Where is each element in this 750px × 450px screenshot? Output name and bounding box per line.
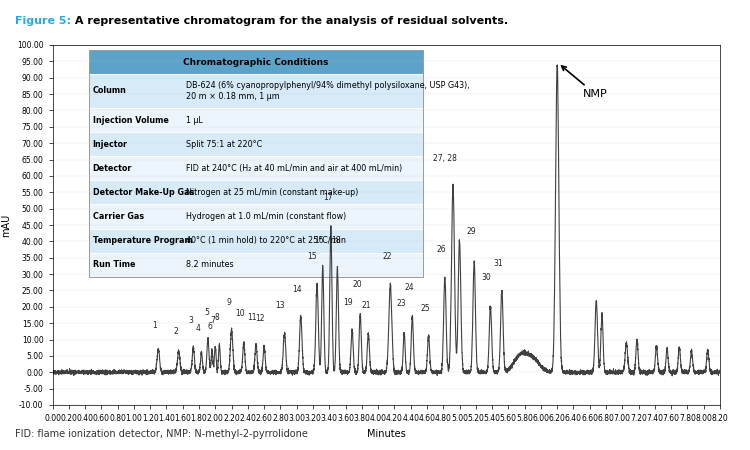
Text: 18: 18	[331, 236, 340, 245]
Text: 1: 1	[152, 321, 157, 330]
FancyBboxPatch shape	[89, 180, 423, 204]
FancyBboxPatch shape	[89, 253, 423, 277]
Text: 17: 17	[322, 193, 332, 202]
FancyBboxPatch shape	[89, 156, 423, 180]
Text: FID at 240°C (H₂ at 40 mL/min and air at 400 mL/min): FID at 240°C (H₂ at 40 mL/min and air at…	[186, 164, 402, 173]
Text: Injection Volume: Injection Volume	[92, 116, 169, 125]
Text: Detector Make-Up Gas: Detector Make-Up Gas	[92, 188, 194, 197]
FancyBboxPatch shape	[89, 229, 423, 253]
Text: Nitrogen at 25 mL/min (constant make-up): Nitrogen at 25 mL/min (constant make-up)	[186, 188, 358, 197]
Text: 20: 20	[352, 280, 362, 289]
Text: 2: 2	[174, 327, 178, 336]
Text: 31: 31	[494, 259, 503, 268]
Text: 26: 26	[436, 245, 446, 254]
Text: Run Time: Run Time	[92, 260, 135, 269]
Text: Carrier Gas: Carrier Gas	[92, 212, 144, 221]
Text: FID: flame ionization detector, NMP: N-methyl-2-pyrrolidone: FID: flame ionization detector, NMP: N-m…	[15, 429, 307, 439]
Text: 9: 9	[226, 298, 232, 307]
X-axis label: Minutes: Minutes	[367, 428, 406, 439]
Text: NMP: NMP	[562, 66, 608, 99]
Text: 16: 16	[314, 236, 323, 245]
Text: Chromatographic Conditions: Chromatographic Conditions	[183, 58, 328, 67]
Text: Injector: Injector	[92, 140, 128, 148]
Text: Figure 5:: Figure 5:	[15, 16, 71, 26]
Text: 29: 29	[466, 227, 476, 236]
Text: 13: 13	[275, 301, 285, 310]
Text: 19: 19	[344, 298, 352, 307]
FancyBboxPatch shape	[89, 50, 423, 74]
Text: 8: 8	[214, 313, 219, 322]
Text: Temperature Program: Temperature Program	[92, 236, 192, 245]
Text: Column: Column	[92, 86, 127, 95]
Text: 8.2 minutes: 8.2 minutes	[186, 260, 234, 269]
Text: 4: 4	[196, 324, 201, 333]
Text: 1 μL: 1 μL	[186, 116, 202, 125]
Text: 6: 6	[207, 322, 212, 331]
Text: 21: 21	[362, 301, 370, 310]
FancyBboxPatch shape	[89, 204, 423, 229]
Text: 25: 25	[421, 304, 430, 313]
Text: 3: 3	[188, 316, 194, 325]
Text: 27, 28: 27, 28	[433, 154, 457, 163]
Text: A representative chromatogram for the analysis of residual solvents.: A representative chromatogram for the an…	[71, 16, 509, 26]
Y-axis label: mAU: mAU	[2, 213, 11, 237]
Text: 24: 24	[404, 283, 414, 292]
Text: 7: 7	[211, 316, 215, 325]
FancyBboxPatch shape	[89, 108, 423, 132]
Text: 40°C (1 min hold) to 220°C at 25°C/min: 40°C (1 min hold) to 220°C at 25°C/min	[186, 236, 346, 245]
Text: DB-624 (6% cyanopropylphenyl/94% dimethyl polysiloxane, USP G43),
20 m × 0.18 mm: DB-624 (6% cyanopropylphenyl/94% dimethy…	[186, 81, 470, 101]
Text: 14: 14	[292, 285, 302, 294]
Text: Detector: Detector	[92, 164, 132, 173]
Text: Hydrogen at 1.0 mL/min (constant flow): Hydrogen at 1.0 mL/min (constant flow)	[186, 212, 346, 221]
Text: 22: 22	[382, 252, 392, 261]
Text: 30: 30	[482, 273, 491, 282]
FancyBboxPatch shape	[89, 74, 423, 108]
Text: 5: 5	[204, 308, 209, 317]
Text: 12: 12	[255, 314, 265, 323]
Text: 23: 23	[396, 299, 406, 308]
FancyBboxPatch shape	[89, 132, 423, 156]
Text: 11: 11	[248, 313, 256, 322]
Text: Split 75:1 at 220°C: Split 75:1 at 220°C	[186, 140, 262, 148]
Text: 15: 15	[308, 252, 317, 261]
Text: 10: 10	[235, 309, 244, 318]
